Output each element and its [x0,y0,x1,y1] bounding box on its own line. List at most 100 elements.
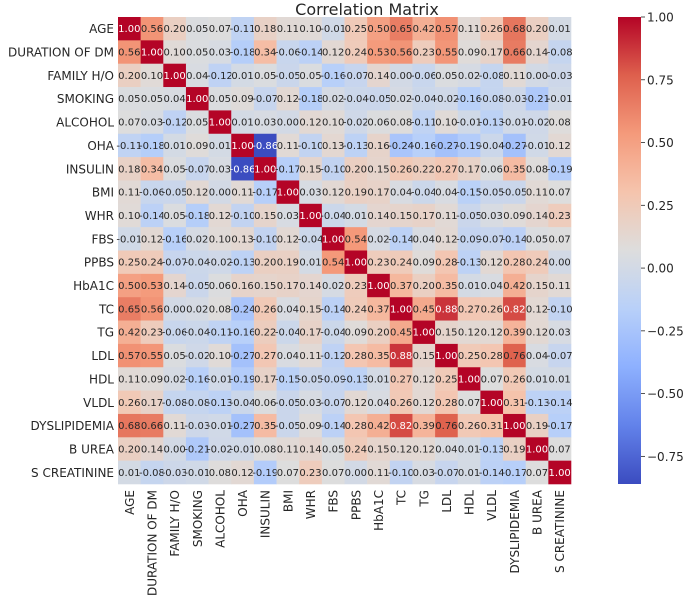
cell-value-label: 0.04 [435,188,457,199]
cell-value-label: -0.10 [298,141,324,152]
cell-value-label: -0.08 [139,468,165,479]
heatmap-cell [321,273,345,298]
cell-value-label: 0.02 [390,94,412,105]
cell-value-label: 0.10 [322,118,344,129]
heatmap-cell [231,40,255,64]
heatmap-cell [525,180,549,205]
heatmap-cell [503,157,526,181]
cell-value-label: 0.03 [299,188,321,199]
cell-value-label: 0.07 [209,24,231,35]
cell-value-label: -0.86 [230,164,256,175]
heatmap-cell [321,437,345,461]
cell-value-label: 0.57 [435,24,457,35]
heatmap-cell [276,343,300,368]
cell-value-label: -0.02 [433,94,459,105]
cell-value-label: 0.02 [163,374,185,385]
cell-value-label: -0.27 [501,141,527,152]
heatmap-cell [321,180,345,205]
cell-value-label: 0.12 [299,118,321,129]
cell-value-label: -0.16 [162,234,188,245]
heatmap-cell [231,367,255,391]
heatmap-cell [231,413,255,438]
y-axis-label: FBS [91,232,114,246]
heatmap-cell [367,367,391,391]
heatmap-cell [163,157,187,181]
cell-value-label: 0.20 [118,444,140,455]
cell-value-label: 1.00 [481,398,503,409]
cell-value-label: 0.20 [413,281,435,292]
colorbar-tick-label: 0.75 [647,73,674,87]
cell-value-label: 0.07 [549,234,571,245]
heatmap-cell [276,320,300,345]
heatmap-cell [163,297,187,321]
cell-value-label: -0.18 [298,94,324,105]
heatmap-cell [231,390,255,415]
heatmap-cell [525,390,549,415]
cell-value-label: 0.07 [526,468,548,479]
cell-value-label: -0.05 [298,374,324,385]
heatmap-cell [435,460,459,485]
cell-value-label: 0.34 [141,164,163,175]
heatmap-cell [503,133,526,158]
cell-value-label: 0.12 [322,48,344,59]
heatmap-cell [344,367,368,391]
cell-value-label: -0.11 [230,24,256,35]
cell-value-label: 0.09 [345,328,367,339]
heatmap-cell [276,203,300,228]
heatmap-cell [457,63,481,88]
cell-value-label: -0.02 [184,351,210,362]
cell-value-label: 0.05 [299,71,321,82]
heatmap-cell [412,17,436,41]
heatmap-cell [231,343,255,368]
heatmap-cell [480,180,504,205]
heatmap-cell [253,250,277,275]
x-axis-label: VLDL [485,490,499,521]
heatmap-cell [412,203,436,228]
heatmap-cell [253,87,277,111]
cell-value-label: 1.00 [345,258,367,269]
heatmap-cell [231,157,255,181]
cell-value-label: 0.17 [458,164,480,175]
heatmap-cell [480,437,504,461]
cell-value-label: 0.54 [345,234,367,245]
cell-value-label: 0.01 [549,374,571,385]
heatmap-cell [548,110,572,135]
cell-value-label: 1.00 [435,351,457,362]
cell-value-label: 0.56 [390,48,412,59]
heatmap-cell [457,297,481,321]
heatmap-cell [435,250,459,275]
cell-value-label: 0.08 [526,164,548,175]
heatmap-cell [140,63,164,88]
cell-value-label: 0.18 [118,164,140,175]
cell-value-label: 0.07 [322,468,344,479]
heatmap-cell [480,17,504,41]
heatmap-cell [389,320,413,345]
cell-value-label: 1.00 [186,94,208,105]
heatmap-cell [140,227,164,251]
heatmap-cell [480,157,504,181]
heatmap-cell [253,437,277,461]
heatmap-cell [503,180,526,205]
heatmap-cell [208,297,232,321]
heatmap-cell [253,273,277,298]
heatmap-cell [140,87,164,111]
cell-value-label: 0.12 [277,94,299,105]
cell-value-label: 0.03 [254,118,276,129]
heatmap-cell [435,343,459,368]
heatmap-cell [548,203,572,228]
heatmap-cell [503,17,526,41]
cell-value-label: -0.17 [252,188,278,199]
cell-value-label: 0.66 [141,421,163,432]
heatmap-cell [412,157,436,181]
cell-value-label: -0.04 [320,211,346,222]
cell-value-label: 0.53 [141,281,163,292]
cell-value-label: 0.04 [186,71,208,82]
heatmap-cell [344,343,368,368]
cell-value-label: 0.07 [277,468,299,479]
cell-value-label: 0.11 [277,24,299,35]
heatmap-cell [344,87,368,111]
cell-value-label: 0.17 [299,328,321,339]
heatmap-cell [299,87,323,111]
heatmap-cell [503,250,526,275]
heatmap-cell [185,110,209,135]
